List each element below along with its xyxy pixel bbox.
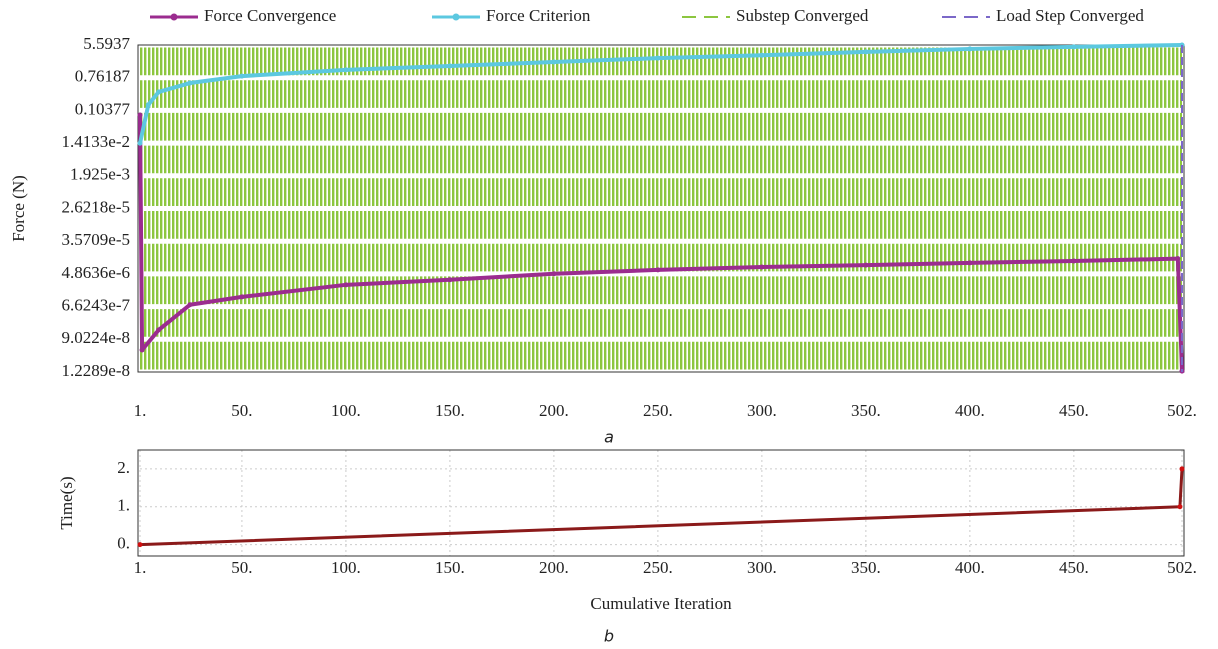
plot-frame — [137, 44, 1185, 373]
x-tick-label: 200. — [539, 401, 569, 420]
x-tick-label: 50. — [231, 401, 252, 420]
point — [759, 52, 765, 58]
point — [759, 264, 765, 270]
x-tick-label: 150. — [435, 558, 465, 577]
legend-marker — [452, 13, 460, 21]
plot-frame — [137, 449, 1185, 557]
point — [139, 347, 145, 353]
point — [1175, 256, 1181, 262]
x-tick-label: 250. — [643, 558, 673, 577]
point — [187, 80, 193, 86]
point — [447, 63, 453, 69]
y-tick-label: 3.5709e-5 — [62, 230, 130, 249]
x-tick-label: 150. — [435, 401, 465, 420]
y-tick-label: 0.10377 — [75, 99, 131, 118]
point — [967, 46, 973, 52]
point — [137, 542, 143, 548]
point — [239, 294, 245, 300]
point — [145, 102, 151, 108]
y-tick-label: 1.2289e-8 — [62, 361, 130, 380]
point — [343, 282, 349, 288]
legend-label: Force Criterion — [486, 6, 591, 25]
x-tick-label: 350. — [851, 401, 881, 420]
y-tick-label: 1.925e-3 — [70, 165, 130, 184]
y-tick-label: 9.0224e-8 — [62, 328, 130, 347]
y-tick-label: 2. — [117, 458, 130, 477]
legend-label: Substep Converged — [736, 6, 869, 25]
x-tick-label: 502. — [1167, 401, 1197, 420]
x-tick-label: 300. — [747, 558, 777, 577]
x-axis-label: Cumulative Iteration — [590, 594, 732, 613]
point — [1071, 258, 1077, 264]
y-tick-label: 0.76187 — [75, 67, 131, 86]
y-tick-label: 4.8636e-6 — [62, 263, 130, 282]
x-tick-label: 450. — [1059, 401, 1089, 420]
caption: b — [604, 627, 614, 646]
x-tick-label: 100. — [331, 558, 361, 577]
y-tick-label: 0. — [117, 534, 130, 553]
y-tick-label: 5.5937 — [83, 34, 130, 53]
y-axis-label: Time(s) — [57, 476, 76, 529]
series-line — [138, 43, 1183, 144]
x-tick-label: 250. — [643, 401, 673, 420]
x-tick-label: 200. — [539, 558, 569, 577]
point — [137, 112, 143, 118]
x-tick-label: 300. — [747, 401, 777, 420]
point — [1071, 44, 1077, 50]
point — [156, 327, 162, 333]
point — [863, 262, 869, 268]
y-tick-label: 2.6218e-5 — [62, 197, 130, 216]
point — [1177, 504, 1183, 510]
x-tick-label: 350. — [851, 558, 881, 577]
y-tick-label: 1.4133e-2 — [62, 132, 130, 151]
x-tick-label: 400. — [955, 558, 985, 577]
x-tick-label: 1. — [134, 401, 147, 420]
point — [551, 271, 557, 277]
x-tick-label: 502. — [1167, 558, 1197, 577]
x-tick-label: 450. — [1059, 558, 1089, 577]
y-axis-label: Force (N) — [9, 175, 28, 242]
point — [343, 67, 349, 73]
point — [137, 140, 143, 146]
point — [551, 59, 557, 65]
point — [655, 55, 661, 61]
x-tick-label: 400. — [955, 401, 985, 420]
caption: a — [604, 428, 614, 447]
point — [187, 302, 193, 308]
legend-label: Force Convergence — [204, 6, 336, 25]
point — [1179, 466, 1185, 472]
y-tick-label: 1. — [117, 496, 130, 515]
x-tick-label: 100. — [331, 401, 361, 420]
y-tick-label: 6.6243e-7 — [62, 296, 131, 315]
point — [863, 49, 869, 55]
point — [655, 267, 661, 273]
point — [156, 89, 162, 95]
point — [239, 73, 245, 79]
x-tick-label: 50. — [231, 558, 252, 577]
point — [447, 277, 453, 283]
legend-marker — [170, 13, 178, 21]
point — [967, 260, 973, 266]
x-tick-label: 1. — [134, 558, 147, 577]
legend-label: Load Step Converged — [996, 6, 1144, 25]
